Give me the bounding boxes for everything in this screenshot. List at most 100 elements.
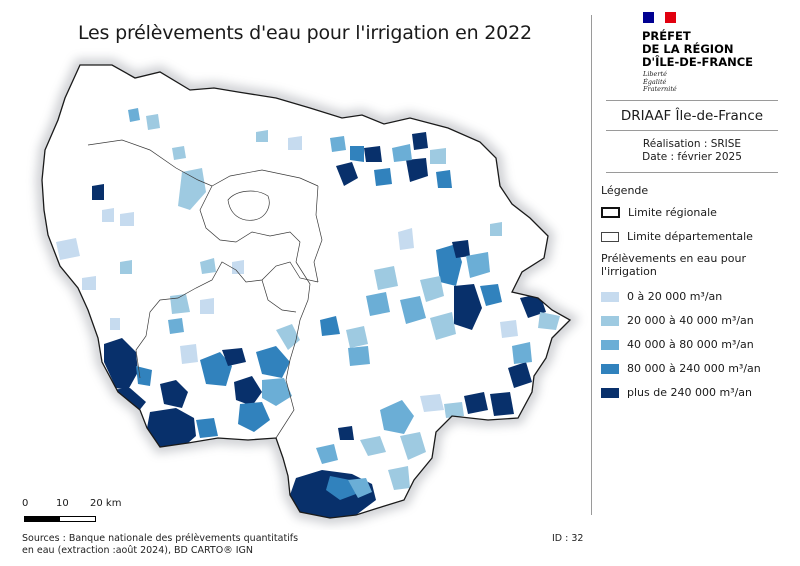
commune-polygon[interactable] xyxy=(200,298,214,314)
commune-polygon[interactable] xyxy=(232,260,244,274)
commune-polygon[interactable] xyxy=(400,432,426,460)
commune-polygon[interactable] xyxy=(234,376,262,406)
commune-polygon[interactable] xyxy=(392,144,412,162)
departmental-limit-swatch xyxy=(601,231,619,242)
commune-polygon[interactable] xyxy=(360,436,386,456)
commune-polygon[interactable] xyxy=(226,352,238,360)
commune-polygon[interactable] xyxy=(400,296,426,324)
scale-bar xyxy=(24,516,96,522)
map-canvas[interactable] xyxy=(0,0,590,530)
class-2-swatch xyxy=(601,315,619,326)
commune-polygon[interactable] xyxy=(172,146,186,160)
commune-polygon[interactable] xyxy=(92,184,104,200)
legend-class-3: 40 000 à 80 000 m³/an xyxy=(601,338,754,351)
commune-polygon[interactable] xyxy=(350,146,364,162)
commune-polygon[interactable] xyxy=(348,346,370,366)
commune-polygon[interactable] xyxy=(466,252,490,278)
commune-polygon[interactable] xyxy=(146,114,160,130)
commune-polygon[interactable] xyxy=(366,292,390,316)
class-2-label: 20 000 à 40 000 m³/an xyxy=(627,314,754,327)
commune-polygon[interactable] xyxy=(136,366,152,386)
commune-polygon[interactable] xyxy=(420,394,444,412)
commune-polygon[interactable] xyxy=(444,402,464,418)
commune-polygon[interactable] xyxy=(336,162,358,186)
class-1-label: 0 à 20 000 m³/an xyxy=(627,290,723,303)
commune-polygon[interactable] xyxy=(436,170,452,188)
legend-class-2: 20 000 à 40 000 m³/an xyxy=(601,314,754,327)
commune-polygon[interactable] xyxy=(56,238,80,260)
class-5-label: plus de 240 000 m³/an xyxy=(627,386,753,399)
commune-polygon[interactable] xyxy=(348,478,372,498)
commune-polygon[interactable] xyxy=(330,136,346,152)
commune-polygon[interactable] xyxy=(346,326,368,348)
commune-polygon[interactable] xyxy=(120,212,134,226)
commune-polygon[interactable] xyxy=(168,318,184,334)
commune-polygon[interactable] xyxy=(170,294,190,314)
commune-polygon[interactable] xyxy=(262,378,292,406)
organization-name: DRIAAF Île-de-France xyxy=(620,108,764,124)
commune-polygon[interactable] xyxy=(452,240,470,258)
commune-polygon[interactable] xyxy=(238,402,270,432)
commune-polygon[interactable] xyxy=(316,444,338,464)
brand-line-1: PRÉFET xyxy=(642,29,691,43)
commune-polygon[interactable] xyxy=(147,408,196,447)
commune-polygon[interactable] xyxy=(160,380,188,408)
motto-liberte: Liberté xyxy=(643,70,667,78)
map-id: ID : 32 xyxy=(552,533,584,544)
commune-polygon[interactable] xyxy=(374,168,392,186)
commune-polygon[interactable] xyxy=(430,312,456,340)
class-5-swatch xyxy=(601,387,619,398)
commune-polygon[interactable] xyxy=(288,136,302,150)
commune-polygon[interactable] xyxy=(200,258,216,274)
commune-polygon[interactable] xyxy=(276,324,300,350)
commune-polygon[interactable] xyxy=(120,260,132,274)
brand-line-2: DE LA RÉGION xyxy=(642,42,734,56)
commune-polygon[interactable] xyxy=(500,320,518,338)
divider-top xyxy=(606,100,778,101)
commune-polygon[interactable] xyxy=(200,352,232,386)
commune-polygon[interactable] xyxy=(430,148,446,164)
commune-polygon[interactable] xyxy=(256,346,290,378)
commune-polygon[interactable] xyxy=(490,222,502,236)
commune-polygon[interactable] xyxy=(110,318,120,330)
french-flag-icon xyxy=(643,12,676,23)
commune-polygon[interactable] xyxy=(380,400,414,434)
commune-polygon[interactable] xyxy=(326,476,356,500)
scale-tick-10: 10 xyxy=(56,498,69,509)
commune-polygon[interactable] xyxy=(398,228,414,250)
legend-classes-title: Prélèvements en eau pour l'irrigation xyxy=(601,252,747,278)
commune-polygon[interactable] xyxy=(480,284,502,306)
credit-date: Date : février 2025 xyxy=(642,151,742,163)
scale-labels: 0 10 20 km xyxy=(22,498,132,510)
legend-departmental-limit: Limite départementale xyxy=(601,230,753,243)
commune-polygon[interactable] xyxy=(538,312,560,330)
commune-polygon[interactable] xyxy=(102,208,114,222)
commune-polygon[interactable] xyxy=(412,132,428,150)
commune-polygon[interactable] xyxy=(104,338,138,390)
commune-polygon[interactable] xyxy=(82,276,96,290)
credit-realisation: Réalisation : SRISE xyxy=(642,138,742,150)
divider-bottom xyxy=(606,172,778,173)
commune-polygon[interactable] xyxy=(388,466,410,490)
commune-polygon[interactable] xyxy=(454,284,482,330)
commune-polygon[interactable] xyxy=(196,418,218,438)
commune-polygon[interactable] xyxy=(464,392,488,414)
commune-polygon[interactable] xyxy=(508,362,532,388)
commune-polygon[interactable] xyxy=(420,276,444,302)
commune-polygon[interactable] xyxy=(512,342,532,364)
commune-polygon[interactable] xyxy=(178,168,206,210)
commune-polygon[interactable] xyxy=(406,158,428,182)
commune-polygon[interactable] xyxy=(128,108,140,122)
commune-polygon[interactable] xyxy=(180,344,198,364)
commune-polygon[interactable] xyxy=(364,146,382,162)
commune-polygon[interactable] xyxy=(338,426,354,440)
legend-class-5: plus de 240 000 m³/an xyxy=(601,386,752,399)
commune-polygon[interactable] xyxy=(490,392,514,416)
department-boundaries xyxy=(87,139,323,439)
commune-polygon[interactable] xyxy=(256,130,268,142)
commune-polygon[interactable] xyxy=(374,266,398,290)
motto-fraternite: Fraternité xyxy=(643,85,677,93)
prefecture-logo: PRÉFET DE LA RÉGION D'ÎLE-DE-FRANCE xyxy=(642,30,792,69)
commune-polygon[interactable] xyxy=(320,316,340,336)
republic-motto: Liberté Égalité Fraternité xyxy=(643,70,677,94)
